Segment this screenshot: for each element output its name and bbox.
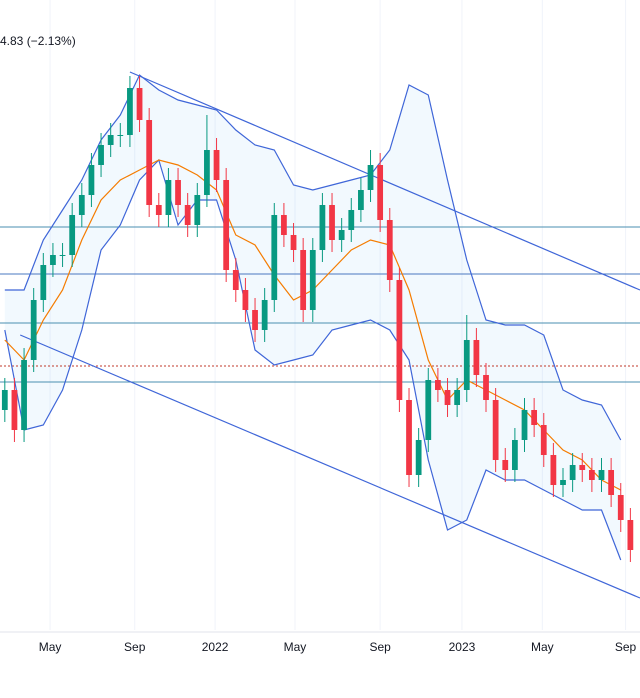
candle-body xyxy=(290,235,297,250)
candle-body xyxy=(69,215,76,255)
candle-body xyxy=(560,480,566,485)
candle-body xyxy=(396,280,403,400)
candle-body xyxy=(281,215,287,235)
candle-body xyxy=(377,165,384,220)
candle-body xyxy=(184,205,191,225)
candle-body xyxy=(30,300,37,360)
candle-body xyxy=(78,195,85,215)
candle-body xyxy=(483,375,489,400)
candle-body xyxy=(242,290,249,310)
candle-body xyxy=(271,215,278,300)
lower-line xyxy=(4,158,622,561)
candle-body xyxy=(502,460,509,470)
candle-body xyxy=(512,440,518,470)
candle-body xyxy=(165,180,172,215)
candle-body xyxy=(175,180,181,205)
candle-body xyxy=(550,455,557,485)
candle-body xyxy=(579,465,586,470)
candle-body xyxy=(223,180,230,270)
x-tick-label: May xyxy=(284,640,307,654)
candle-body xyxy=(300,250,307,310)
candle-body xyxy=(155,205,162,215)
candle-body xyxy=(598,470,605,480)
candle-body xyxy=(367,165,374,190)
candle-body xyxy=(617,495,624,520)
candle-body xyxy=(319,205,326,250)
x-tick-label: May xyxy=(531,640,554,654)
trend-line xyxy=(19,334,640,599)
candle-body xyxy=(492,400,499,460)
candle-body xyxy=(88,165,95,195)
candle-body xyxy=(425,380,432,440)
x-tick-label: Sep xyxy=(369,640,391,654)
x-tick-label: Sep xyxy=(615,640,637,654)
candle-body xyxy=(454,390,461,405)
candle-body xyxy=(444,390,451,405)
candle-body xyxy=(406,400,412,475)
candle-body xyxy=(136,88,143,120)
candle-body xyxy=(309,250,316,310)
candle-body xyxy=(107,135,114,145)
candle-body xyxy=(569,465,576,480)
x-tick-label: Sep xyxy=(124,640,146,654)
candle-body xyxy=(521,410,528,440)
candle-body xyxy=(252,310,258,330)
x-tick-label: 2023 xyxy=(449,640,476,654)
candle-body xyxy=(415,440,422,475)
candle-body xyxy=(473,340,480,375)
price-change: 4.83 (−2.13%) xyxy=(0,34,76,48)
candle-body xyxy=(358,190,364,210)
candle-body xyxy=(435,380,441,390)
upper-line xyxy=(4,74,622,441)
candle-body xyxy=(232,270,239,290)
candle-body xyxy=(40,265,47,300)
candle-body xyxy=(213,150,220,180)
candle-body xyxy=(98,145,104,165)
candle-body xyxy=(127,88,133,135)
candle-body xyxy=(338,230,345,240)
candle-body xyxy=(386,220,393,280)
candle-body xyxy=(50,255,56,265)
x-tick-label: May xyxy=(39,640,62,654)
candle-body xyxy=(117,135,124,136)
candle-body xyxy=(348,210,355,230)
candle-body xyxy=(261,300,268,330)
candle-body xyxy=(608,470,615,495)
candle-body xyxy=(194,195,201,225)
candle-body xyxy=(1,390,8,410)
candle-body xyxy=(59,255,66,256)
candle-body xyxy=(11,390,18,430)
candle-body xyxy=(627,520,634,550)
candle-body xyxy=(463,340,470,390)
candle-body xyxy=(21,360,27,430)
candle-body xyxy=(588,470,595,480)
candle-body xyxy=(540,425,547,455)
candle-body xyxy=(204,150,210,195)
candle-body xyxy=(329,205,335,240)
candle-body xyxy=(146,120,153,205)
x-tick-label: 2022 xyxy=(202,640,229,654)
trend-line xyxy=(129,71,640,291)
candle-body xyxy=(531,410,538,425)
